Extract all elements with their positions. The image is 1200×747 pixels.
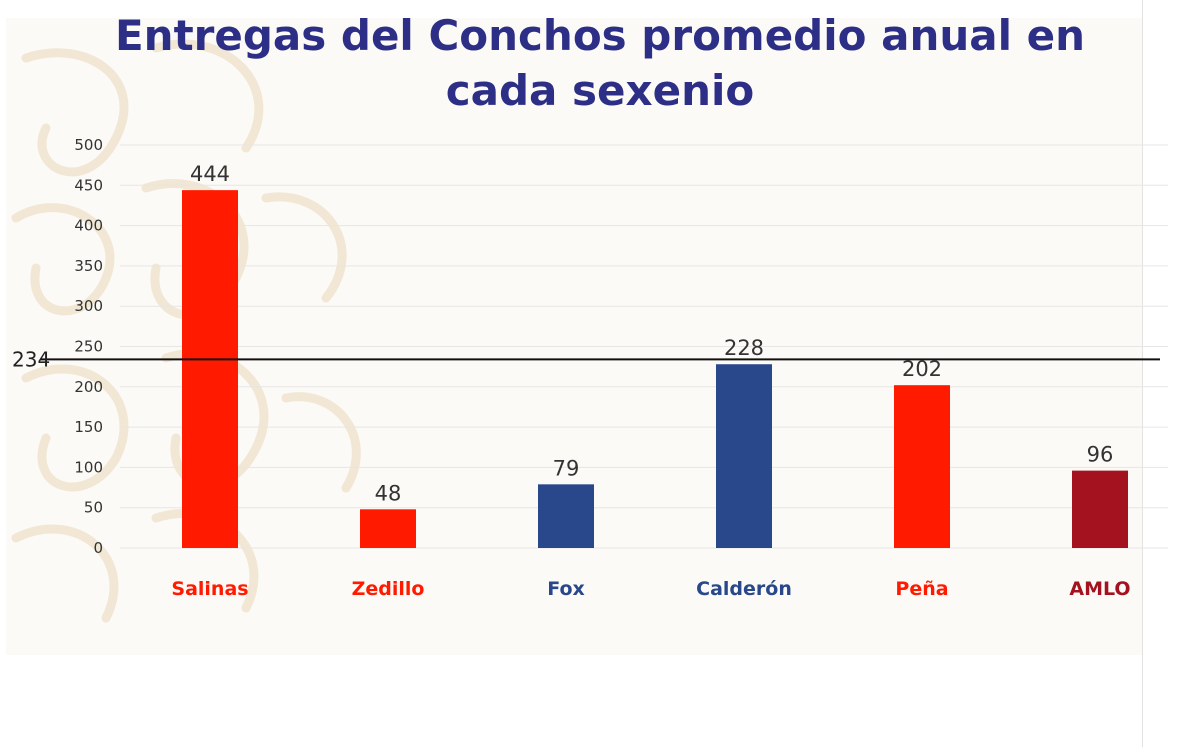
y-tick-label-100: 100	[74, 458, 103, 476]
data-label-fox: 79	[553, 456, 580, 480]
reference-line-group: 234	[12, 347, 1160, 371]
bar-fox	[538, 484, 594, 548]
data-label-pena: 202	[902, 357, 942, 381]
reference-line-label: 234	[12, 347, 50, 371]
category-labels: Salinas Zedillo Fox Calderón Peña AMLO	[171, 578, 1130, 600]
chart-title-line-1: Entregas del Conchos promedio anual en	[114, 11, 1086, 60]
y-tick-label-500: 500	[74, 136, 103, 154]
category-label-amlo: AMLO	[1069, 578, 1130, 600]
data-labels: 444 48 79 228 202 96	[190, 162, 1113, 505]
data-label-amlo: 96	[1087, 443, 1114, 467]
y-tick-label-350: 350	[74, 257, 103, 275]
data-label-zedillo: 48	[375, 481, 402, 505]
y-tick-label-250: 250	[74, 338, 103, 356]
gridlines	[120, 144, 1168, 549]
bar-amlo	[1072, 470, 1128, 548]
y-tick-label-50: 50	[84, 499, 103, 517]
category-label-pena: Peña	[895, 578, 948, 600]
chart-title-line-2: cada sexenio	[445, 66, 755, 115]
category-label-zedillo: Zedillo	[352, 578, 425, 600]
page-edge-divider	[1142, 0, 1143, 747]
chart-title: Entregas del Conchos promedio anual en c…	[0, 8, 1200, 118]
bar-salinas	[182, 190, 238, 549]
y-tick-label-300: 300	[74, 297, 103, 315]
category-label-salinas: Salinas	[171, 578, 248, 600]
y-tick-label-450: 450	[74, 176, 103, 194]
y-tick-label-400: 400	[74, 217, 103, 235]
bars	[182, 190, 1128, 549]
y-tick-label-0: 0	[93, 539, 103, 557]
y-axis-ticks: 0 50 100 150 200 250 300 350 400 450 500	[74, 136, 103, 557]
category-label-calderon: Calderón	[696, 578, 792, 600]
bar-zedillo	[360, 509, 416, 548]
bar-pena	[894, 385, 950, 548]
y-tick-label-200: 200	[74, 378, 103, 396]
category-label-fox: Fox	[547, 578, 585, 600]
data-label-salinas: 444	[190, 162, 230, 186]
data-label-calderon: 228	[724, 336, 764, 360]
bar-calderon	[716, 364, 772, 548]
y-tick-label-150: 150	[74, 418, 103, 436]
